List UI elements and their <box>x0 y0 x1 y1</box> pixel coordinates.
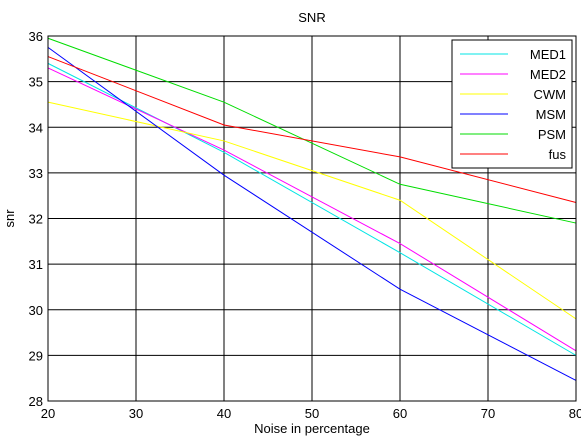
x-tick-label-50: 50 <box>305 406 319 421</box>
legend-box <box>451 39 573 169</box>
series-lines <box>47 37 577 381</box>
plot-frame <box>47 35 577 402</box>
series-line-msm <box>47 47 577 381</box>
y-tick-label-31: 31 <box>29 257 43 272</box>
series-line-med2 <box>47 67 577 352</box>
x-tick-label-30: 30 <box>129 406 143 421</box>
y-tick-label-36: 36 <box>29 29 43 44</box>
y-tick-label-32: 32 <box>29 212 43 227</box>
legend-label-msm: MSM <box>536 107 566 122</box>
legend-label-med2: MED2 <box>530 67 566 82</box>
y-tick-label-30: 30 <box>29 303 43 318</box>
series-line-med1 <box>47 62 577 356</box>
legend-label-cwm: CWM <box>534 87 567 102</box>
x-tick-label-20: 20 <box>41 406 55 421</box>
series-line-psm <box>47 37 577 224</box>
x-tick-label-60: 60 <box>393 406 407 421</box>
y-tick-label-35: 35 <box>29 75 43 90</box>
legend-label-psm: PSM <box>538 127 566 142</box>
legend-label-med1: MED1 <box>530 47 566 62</box>
x-axis-label: Noise in percentage <box>254 421 370 436</box>
chart-title: SNR <box>298 10 325 25</box>
series-line-fus <box>47 56 577 204</box>
y-tick-label-28: 28 <box>29 394 43 409</box>
legend: MED1 MED2 CWM MSM PSM fus <box>451 39 573 169</box>
legend-label-fus: fus <box>549 147 567 162</box>
x-tick-label-80: 80 <box>569 406 581 421</box>
y-tick-label-34: 34 <box>29 120 43 135</box>
y-tick-label-29: 29 <box>29 348 43 363</box>
y-axis-label: snr <box>2 209 17 228</box>
axis-ticks: 20 30 40 50 60 70 80 28 29 30 31 32 33 34 35 36 <box>29 29 581 421</box>
y-tick-label-33: 33 <box>29 166 43 181</box>
x-tick-label-40: 40 <box>217 406 231 421</box>
x-tick-label-70: 70 <box>481 406 495 421</box>
series-line-cwm <box>47 101 577 320</box>
